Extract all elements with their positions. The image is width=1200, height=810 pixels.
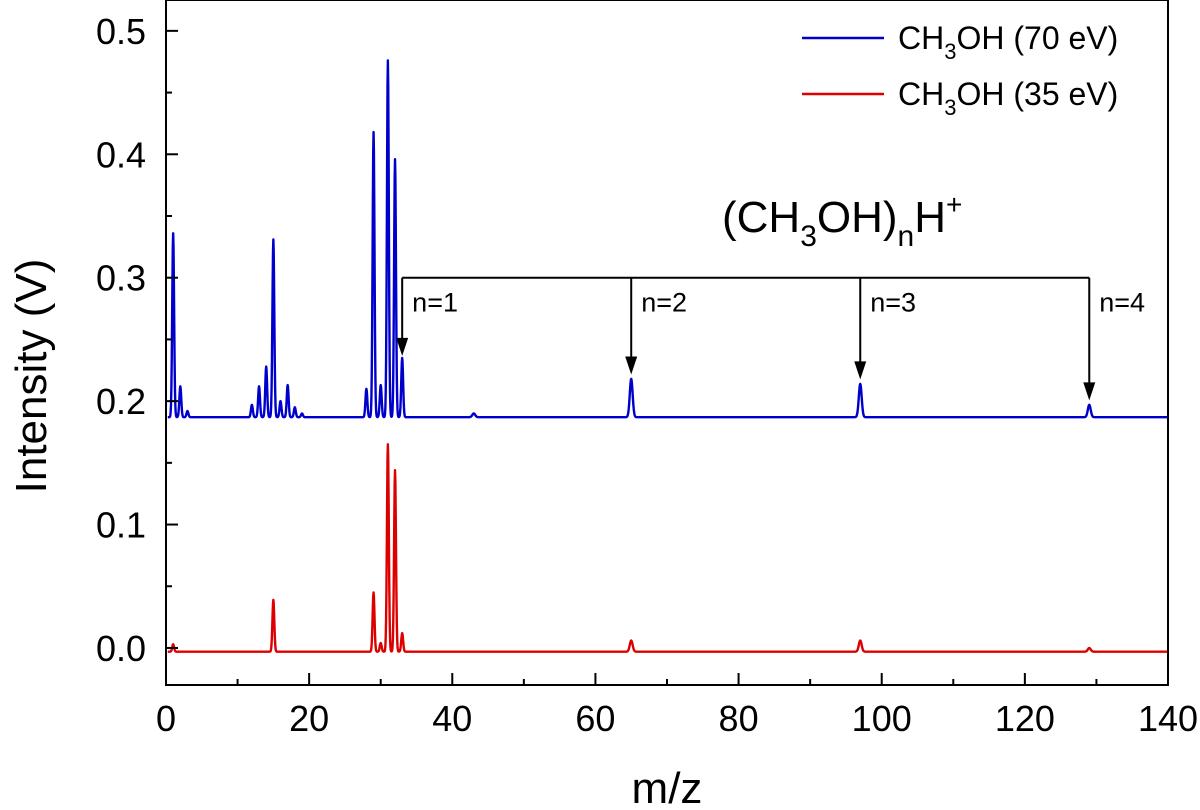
cluster-formula: (CH3OH)nH+ (722, 189, 962, 253)
legend-label-70ev: CH3OH (70 eV) (898, 20, 1118, 64)
legend-text-part: CH (898, 20, 944, 56)
y-tick-label: 0.1 (96, 505, 146, 546)
legend-text-part: CH (898, 76, 944, 112)
x-tick-label: 120 (995, 698, 1055, 739)
cluster-label-n4: n=4 (1099, 288, 1145, 318)
cluster-label-n1: n=1 (412, 288, 458, 318)
cluster-arrow-head (625, 356, 638, 375)
annotation-layer: n=1 n=2 n=3 n=4 (CH3OH)nH+ (396, 189, 1145, 401)
legend-label-35ev: CH3OH (35 eV) (898, 76, 1118, 120)
x-tick-label: 20 (289, 698, 329, 739)
y-tick-label: 0.4 (96, 134, 146, 175)
series-layer (166, 59, 1169, 653)
formula-subscript: n (898, 220, 915, 253)
ticks-layer: 0 20 40 60 80 100 120 140 0.0 0.1 0.2 0.3 0.4 0.5 (96, 11, 1198, 739)
legend-subscript: 3 (944, 95, 956, 120)
legend: CH3OH (70 eV)CH3OH (35 eV) (802, 20, 1118, 120)
formula-subscript: 3 (800, 220, 817, 253)
y-tick-label: 0.2 (96, 381, 146, 422)
y-tick-label: 0.0 (96, 628, 146, 669)
x-axis-title: m/z (632, 764, 703, 810)
legend-subscript: 3 (944, 39, 956, 64)
cluster-label-n3: n=3 (870, 288, 916, 318)
cluster-label-n2: n=2 (641, 288, 687, 318)
x-tick-label: 0 (156, 698, 176, 739)
formula-superscript: + (946, 189, 962, 220)
y-axis-title: Intensity (V) (7, 259, 56, 494)
cluster-arrow-head (854, 361, 867, 380)
x-tick-label: 40 (432, 698, 472, 739)
y-tick-label: 0.3 (96, 258, 146, 299)
series-line-70ev (166, 59, 1169, 419)
formula-part: H (914, 193, 946, 242)
x-tick-label: 140 (1138, 698, 1198, 739)
formula-part: (CH (722, 193, 800, 242)
x-tick-label: 60 (575, 698, 615, 739)
x-tick-label: 100 (852, 698, 912, 739)
series-line-35ev (166, 443, 1169, 653)
x-tick-label: 80 (719, 698, 759, 739)
legend-text-part: OH (35 eV) (956, 76, 1118, 112)
cluster-arrow-head (396, 337, 409, 356)
cluster-arrow-head (1083, 382, 1096, 401)
y-tick-label: 0.5 (96, 11, 146, 52)
formula-part: OH) (817, 193, 898, 242)
legend-text-part: OH (70 eV) (956, 20, 1118, 56)
